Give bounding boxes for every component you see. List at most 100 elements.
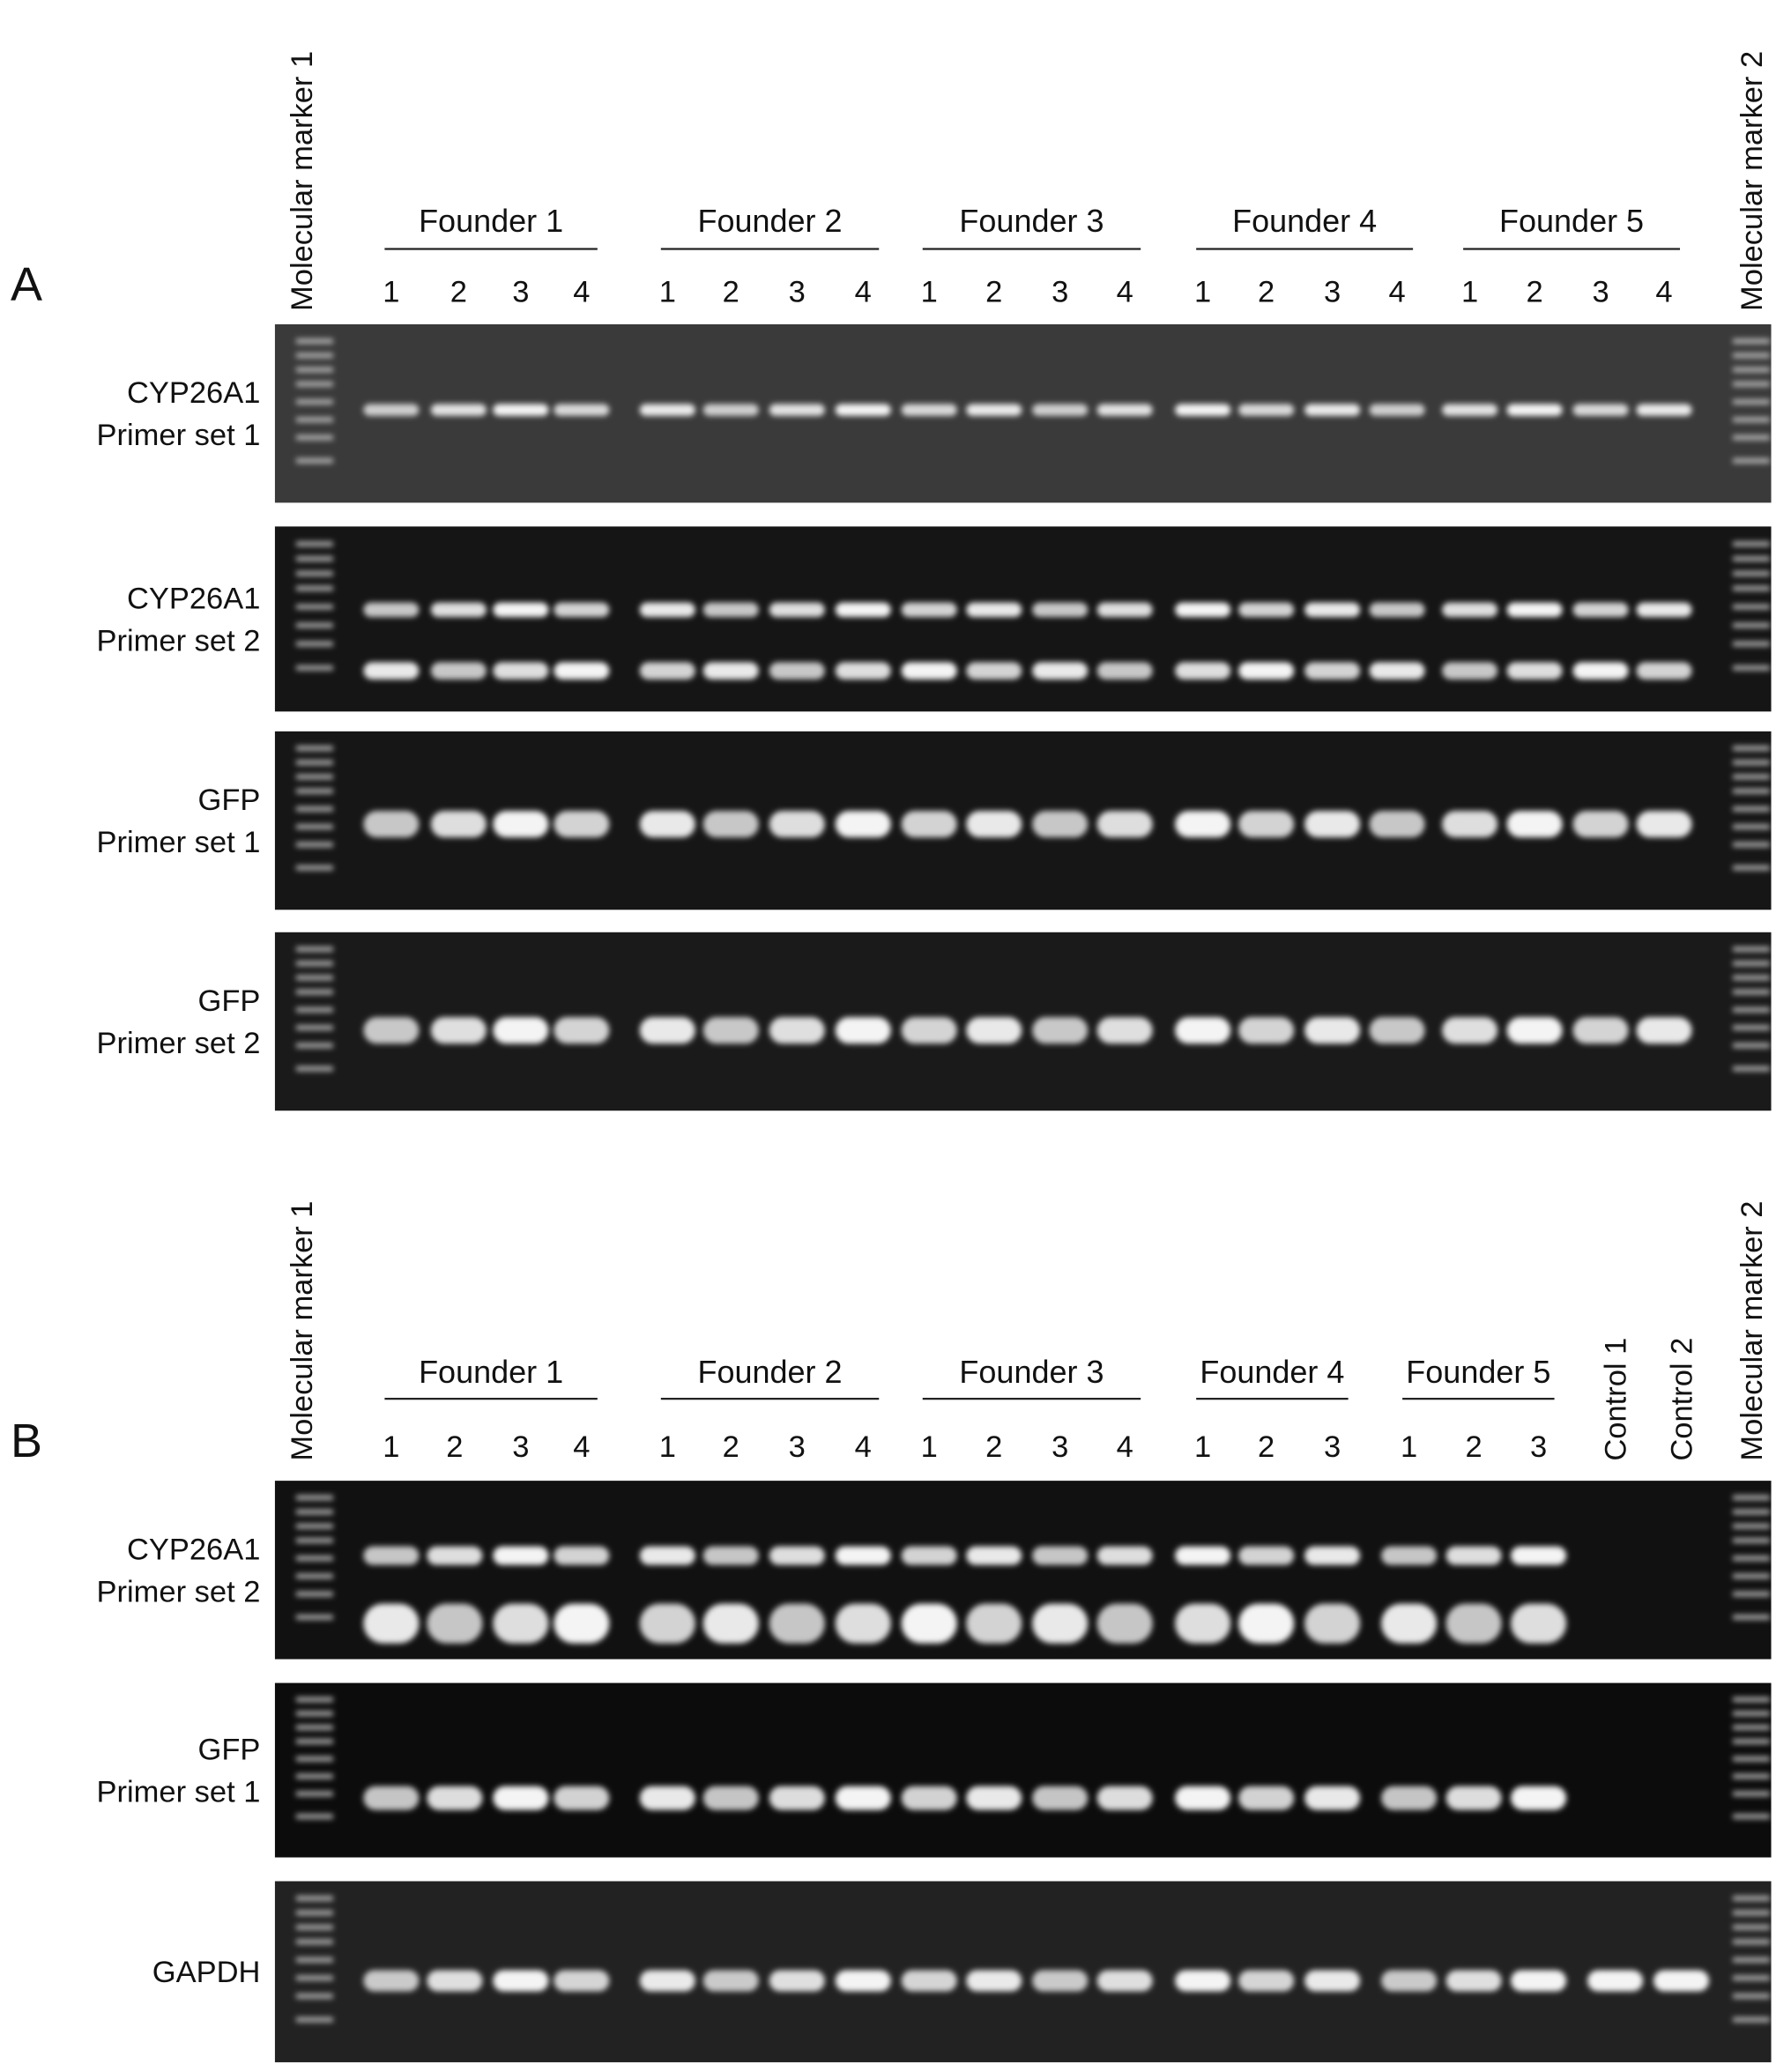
- ladder-band: [295, 1509, 333, 1515]
- band: [1369, 602, 1425, 618]
- ladder-band: [295, 555, 333, 561]
- gel-label: CYP26A1: [127, 376, 260, 410]
- band: [1572, 811, 1629, 838]
- band: [1369, 662, 1425, 680]
- ladder-band: [1733, 1523, 1771, 1529]
- band: [1175, 662, 1231, 680]
- ladder-band: [295, 1738, 333, 1744]
- gel: [274, 526, 1772, 712]
- band: [901, 1017, 957, 1044]
- lane-number: 4: [1655, 275, 1672, 308]
- band: [1238, 1970, 1295, 1992]
- band: [1032, 602, 1089, 618]
- ladder-band: [295, 1573, 333, 1579]
- ladder-band: [1733, 604, 1771, 610]
- ladder-band: [295, 381, 333, 387]
- band: [427, 1603, 483, 1644]
- band: [966, 662, 1022, 680]
- ladder-band: [295, 824, 333, 830]
- band: [901, 1603, 957, 1644]
- lane-number: 2: [985, 1430, 1002, 1464]
- control-label: Control 1: [1600, 1338, 1633, 1461]
- band: [1381, 1603, 1438, 1644]
- ladder-band: [295, 1025, 333, 1031]
- marker-label: Molecular marker 1: [286, 1201, 319, 1461]
- ladder-band: [1733, 1711, 1771, 1717]
- gel-label: CYP26A1: [127, 1533, 260, 1566]
- band: [639, 1017, 695, 1044]
- ladder-band: [1733, 1066, 1771, 1072]
- ladder-band: [1733, 622, 1771, 628]
- lane-number: 3: [789, 275, 806, 308]
- band: [430, 1017, 487, 1044]
- founder-label: Founder 3: [959, 1354, 1104, 1390]
- band: [1032, 1603, 1089, 1644]
- band: [1175, 1970, 1231, 1992]
- bands: [295, 1697, 1771, 1820]
- ladder-band: [1733, 946, 1771, 952]
- band: [1572, 602, 1629, 618]
- lane-number: 3: [1324, 1430, 1341, 1464]
- bands: [295, 946, 1771, 1072]
- ladder-band: [1733, 1006, 1771, 1013]
- band: [966, 1017, 1022, 1044]
- ladder-band: [295, 1773, 333, 1779]
- band: [1636, 811, 1692, 838]
- ladder-band: [295, 1993, 333, 1999]
- gel-label: GFP: [198, 783, 261, 817]
- band: [493, 662, 549, 680]
- band: [493, 1970, 549, 1992]
- lane-number: 3: [1530, 1430, 1547, 1464]
- band: [769, 1603, 825, 1644]
- ladder-band: [1733, 1495, 1771, 1501]
- marker-label: Molecular marker 2: [1735, 1201, 1769, 1461]
- band: [1304, 1603, 1361, 1644]
- ladder-band: [295, 1006, 333, 1013]
- ladder-band: [295, 788, 333, 794]
- lane-number: 4: [1117, 275, 1133, 308]
- ladder-band: [295, 665, 333, 671]
- band: [835, 662, 891, 680]
- ladder-band: [295, 806, 333, 812]
- band: [1445, 1546, 1502, 1565]
- band: [769, 662, 825, 680]
- band: [966, 1970, 1022, 1992]
- ladder-band: [1733, 788, 1771, 794]
- ladder-band: [1733, 570, 1771, 576]
- band: [1511, 1603, 1567, 1644]
- band: [769, 811, 825, 838]
- lane-number: 1: [921, 275, 938, 308]
- band: [363, 1546, 420, 1565]
- marker-label: Molecular marker 2: [1735, 51, 1769, 311]
- band: [702, 1786, 759, 1810]
- band: [1369, 404, 1425, 416]
- band: [1032, 1970, 1089, 1992]
- ladder-band: [1733, 975, 1771, 981]
- lane-number: 1: [921, 1430, 938, 1464]
- band: [1572, 1017, 1629, 1044]
- band: [1238, 811, 1295, 838]
- band: [639, 404, 695, 416]
- ladder-band: [295, 585, 333, 591]
- band: [1506, 1017, 1563, 1044]
- band: [1304, 1786, 1361, 1810]
- lane-number: 2: [723, 1430, 739, 1464]
- band: [769, 1970, 825, 1992]
- band: [363, 811, 420, 838]
- lane-number: 1: [1194, 275, 1211, 308]
- band: [1445, 1786, 1502, 1810]
- ladder-band: [295, 1495, 333, 1501]
- ladder-band: [1733, 1573, 1771, 1579]
- ladder-band: [295, 1910, 333, 1916]
- ladder-band: [295, 1523, 333, 1529]
- band: [1381, 1970, 1438, 1992]
- band: [493, 404, 549, 416]
- band: [1506, 404, 1563, 416]
- panel-label: B: [11, 1415, 42, 1467]
- ladder-band: [295, 1591, 333, 1597]
- ladder-band: [1733, 774, 1771, 780]
- ladder-band: [1733, 1697, 1771, 1703]
- ladder-band: [1733, 338, 1771, 345]
- ladder-band: [1733, 989, 1771, 995]
- founder-label: Founder 2: [698, 203, 843, 239]
